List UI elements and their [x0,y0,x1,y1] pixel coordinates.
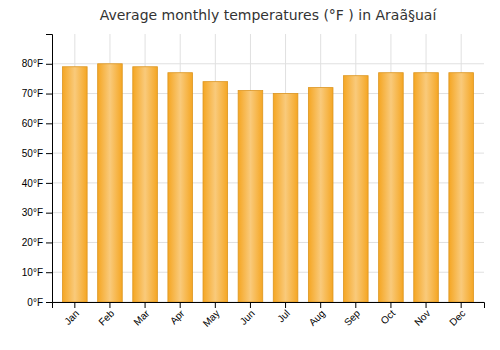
tick-label: 0°F [27,297,43,308]
tick-mark [109,302,110,308]
tick: Mar [131,302,151,328]
tick-mark [215,302,216,308]
bar [379,73,404,302]
tick-mark [355,302,356,308]
bar [63,67,88,302]
tick-label: Dec [447,308,467,328]
bar [203,82,228,302]
tick-mark [46,64,52,65]
tick-label: Nov [412,308,432,328]
tick-mark [426,302,427,308]
tick-mark [46,242,52,243]
tick: Nov [412,302,432,328]
tick-mark [46,302,52,303]
tick-mark [46,123,52,124]
tick-mark [250,302,251,308]
x-axis: Jan Feb Mar Apr May Jun Jul Aug Sep Oct Nov Dec [53,302,485,329]
tick-label: 40°F [22,178,43,189]
tick: 80°F [22,58,52,69]
tick-label: 20°F [22,237,43,248]
tick-label: Sep [342,307,363,328]
tick-mark [46,153,52,154]
tick: 0°F [27,297,52,308]
chart-svg: 0°F 10°F 20°F 30°F 40°F 50°F 60°F 70°F 80°F Jan Fe… [0,0,500,350]
tick-mark [390,302,391,308]
tick-label: Jan [62,308,81,327]
tick-label: May [201,308,222,329]
tick-mark [46,272,52,273]
tick-label: Oct [379,308,398,327]
tick: Sep [342,302,363,328]
tick-mark [46,94,52,95]
bar [273,94,298,302]
tick: 70°F [22,88,52,99]
tick: Oct [379,302,398,326]
tick: 10°F [22,267,52,278]
chart-container: 0°F 10°F 20°F 30°F 40°F 50°F 60°F 70°F 80°F Jan Fe… [0,0,500,350]
tick: Feb [96,302,116,328]
tick-label: 80°F [22,58,43,69]
bar [344,76,369,302]
tick-label: 70°F [22,88,43,99]
tick: 60°F [22,118,52,129]
bar [449,73,474,302]
bar [414,73,439,302]
tick-mark [461,302,462,308]
tick: Apr [168,302,187,326]
y-axis: 0°F 10°F 20°F 30°F 40°F 50°F 60°F 70°F 80°F [22,35,53,308]
tick-label: 10°F [22,267,43,278]
tick: 30°F [22,207,52,218]
tick-mark [180,302,181,308]
tick-label: Jun [238,308,257,327]
tick-label: Jul [275,308,292,325]
tick-mark [320,302,321,308]
tick-mark [285,302,286,308]
tick-label: 60°F [22,118,43,129]
tick-label: Feb [96,307,116,327]
title: Average monthly temperatures (°F ) in Ar… [100,7,438,23]
tick: Jun [238,302,257,327]
grid [52,34,484,302]
tick: Jul [275,302,292,324]
plot: 0°F 10°F 20°F 30°F 40°F 50°F 60°F 70°F 80°F Jan Fe… [22,34,485,329]
bar [168,73,193,302]
tick-label: Apr [168,307,187,326]
axis-domain [53,303,485,309]
tick-mark [46,213,52,214]
bar [238,91,263,302]
tick-label: Mar [131,307,151,327]
tick-label: 30°F [22,207,43,218]
tick-mark [74,302,75,308]
bar [308,88,333,302]
tick-label: 50°F [22,148,43,159]
bar [133,67,158,302]
tick-mark [46,183,52,184]
tick-mark [145,302,146,308]
tick-label: Aug [307,308,327,328]
bars [63,64,474,302]
tick: 20°F [22,237,52,248]
tick: Jan [62,302,81,327]
tick: 50°F [22,148,52,159]
bar [98,64,123,302]
axis-domain [46,35,53,303]
tick: Aug [307,302,327,328]
tick: 40°F [22,178,52,189]
tick: May [201,302,222,329]
tick: Dec [447,302,467,328]
